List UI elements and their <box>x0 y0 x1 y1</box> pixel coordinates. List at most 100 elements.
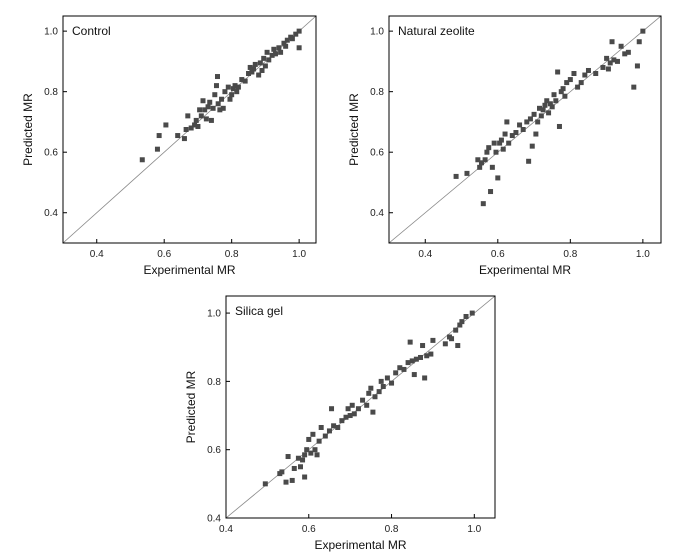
data-point <box>420 343 426 349</box>
data-point <box>384 375 390 381</box>
data-point <box>593 71 599 77</box>
panel-control: 0.4 0.6 0.8 1.0 0.4 0.6 0.8 1.0 Control Experimen… <box>21 15 317 277</box>
data-point <box>213 83 219 89</box>
x-tick-label: 0.4 <box>219 524 233 535</box>
data-point <box>284 37 290 43</box>
data-point <box>493 149 499 155</box>
data-point <box>281 40 287 46</box>
data-point <box>486 145 492 151</box>
data-point <box>407 339 413 345</box>
data-point <box>302 452 308 458</box>
x-axis-label: Experimental MR <box>143 263 235 277</box>
x-tick-label: 0.6 <box>302 524 316 535</box>
data-point <box>183 127 189 132</box>
y-tick-label: 0.4 <box>370 208 384 219</box>
data-point <box>542 102 548 108</box>
data-point <box>360 397 366 403</box>
y-tick-label: 1.0 <box>207 309 221 320</box>
data-point <box>491 140 497 146</box>
data-point <box>262 481 268 487</box>
x-tick-label: 0.4 <box>90 249 104 260</box>
data-point <box>227 96 233 102</box>
data-point <box>430 337 436 343</box>
data-point <box>271 46 277 52</box>
data-point <box>210 105 216 111</box>
data-point <box>308 450 314 456</box>
data-point <box>185 113 191 119</box>
data-point <box>163 122 169 128</box>
data-point <box>329 406 335 412</box>
data-point <box>475 157 481 163</box>
data-point <box>464 170 470 176</box>
data-point <box>347 413 353 419</box>
data-point <box>564 80 570 86</box>
data-point <box>297 464 303 470</box>
data-point <box>600 64 606 70</box>
data-point <box>242 78 248 84</box>
data-point <box>343 414 349 420</box>
data-point <box>318 424 324 430</box>
data-point <box>276 45 282 51</box>
data-point <box>193 117 199 123</box>
data-point <box>293 31 299 37</box>
data-point <box>261 55 267 61</box>
data-point <box>634 63 640 69</box>
data-point <box>509 133 515 139</box>
data-point <box>604 55 610 61</box>
data-point <box>418 354 424 360</box>
data-point <box>401 366 407 372</box>
data-point <box>285 454 291 460</box>
data-point <box>640 28 646 34</box>
data-point <box>442 341 448 347</box>
data-point <box>364 402 370 408</box>
data-point <box>389 380 395 386</box>
data-point <box>217 107 223 113</box>
x-axis-label: Experimental MR <box>314 538 406 552</box>
data-point <box>636 39 642 45</box>
data-point <box>289 477 295 483</box>
data-point <box>558 89 564 95</box>
data-point <box>582 72 588 78</box>
data-point <box>527 116 533 122</box>
x-tick-label: 0.8 <box>385 524 399 535</box>
data-point <box>405 360 411 366</box>
data-point <box>380 384 386 390</box>
data-point <box>181 136 187 142</box>
y-tick-label: 1.0 <box>44 27 58 38</box>
data-point <box>266 57 272 63</box>
y-tick-label: 0.8 <box>207 377 221 388</box>
data-point <box>463 313 469 319</box>
data-point <box>239 77 245 83</box>
data-point <box>526 158 532 164</box>
data-point <box>225 84 231 90</box>
data-point <box>156 133 162 139</box>
data-point <box>605 66 611 72</box>
data-point <box>300 457 306 463</box>
data-point <box>207 99 213 105</box>
data-point <box>208 117 214 123</box>
data-point <box>214 74 220 80</box>
data-point <box>498 137 504 143</box>
data-point <box>524 119 530 125</box>
plot-frame <box>62 15 317 244</box>
y-tick-label: 0.8 <box>44 87 58 98</box>
x-tick-label: 0.8 <box>563 249 577 260</box>
data-point <box>291 465 297 471</box>
data-point <box>296 28 302 34</box>
data-point <box>203 116 209 122</box>
data-point <box>397 365 403 371</box>
data-point <box>368 385 374 391</box>
data-point <box>215 101 221 107</box>
data-point <box>192 122 198 128</box>
data-point <box>220 105 226 111</box>
data-point <box>540 107 546 113</box>
data-point <box>322 433 328 439</box>
data-point <box>495 175 501 181</box>
data-point <box>335 424 341 430</box>
data-point <box>139 157 145 163</box>
data-point <box>455 343 461 349</box>
data-point <box>484 149 490 155</box>
data-point <box>302 474 308 480</box>
x-tick-label: 0.4 <box>418 249 432 260</box>
